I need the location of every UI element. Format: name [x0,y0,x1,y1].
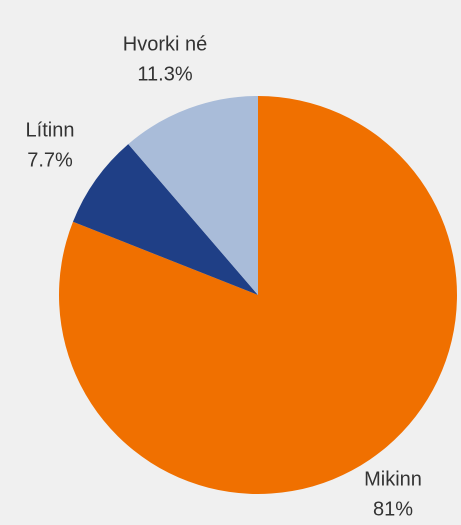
slice-value: 11.3% [137,63,192,85]
slice-label: Hvorki né [123,33,207,55]
slice-value: 7.7% [27,149,73,171]
pie-slice [72,144,258,295]
slice-value: 81% [373,498,413,520]
slice-label: Mikinn [364,468,422,490]
pie-slice [128,96,258,295]
slice-label: Lítinn [26,119,75,141]
